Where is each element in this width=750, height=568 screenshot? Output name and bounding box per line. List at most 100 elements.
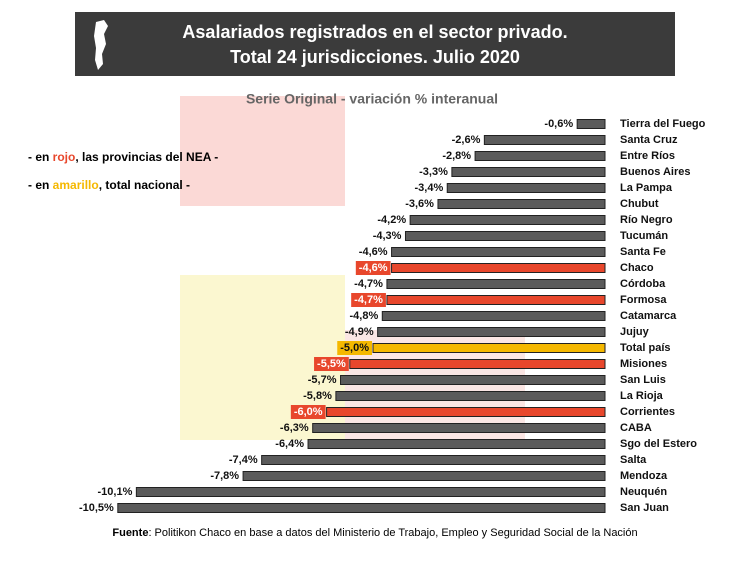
category-label: Tucumán bbox=[620, 230, 668, 242]
value-label-box bbox=[355, 261, 391, 275]
bar bbox=[242, 471, 606, 481]
note: - en amarillo, total nacional - bbox=[28, 178, 190, 192]
category-label: Entre Ríos bbox=[620, 150, 675, 162]
category-label: Buenos Aires bbox=[620, 166, 691, 178]
value-label-group: -0,6% bbox=[544, 118, 573, 130]
category-label: Río Negro bbox=[620, 214, 673, 226]
value-label-group: -6,0% bbox=[290, 405, 326, 419]
value-label: -5,8% bbox=[303, 390, 332, 402]
note-part: - en bbox=[28, 178, 53, 192]
value-label: -7,4% bbox=[229, 454, 258, 466]
category-label: Salta bbox=[620, 454, 647, 466]
value-label: -2,8% bbox=[442, 150, 471, 162]
value-label-group: -5,7% bbox=[308, 374, 337, 386]
source: Fuente: Politikon Chaco en base a datos … bbox=[112, 527, 637, 539]
value-label: -4,2% bbox=[377, 214, 406, 226]
bar bbox=[386, 279, 606, 289]
bar bbox=[307, 439, 606, 449]
bar bbox=[409, 215, 606, 225]
value-label-group: -5,5% bbox=[314, 357, 349, 371]
notes: - en rojo, las provincias del NEA -- en … bbox=[28, 150, 218, 192]
chart-title: Asalariados registrados en el sector pri… bbox=[182, 22, 567, 42]
plot: Tierra del Fuego -0,6% Santa Cruz -2,6% Entr… bbox=[79, 118, 706, 514]
value-label-group: -10,5% bbox=[79, 502, 114, 514]
bar bbox=[261, 455, 606, 465]
bar bbox=[386, 295, 606, 305]
bar bbox=[391, 263, 606, 273]
bar bbox=[391, 247, 606, 257]
value-label-group: -4,6% bbox=[355, 261, 391, 275]
value-label: -3,6% bbox=[405, 198, 434, 210]
value-label-group: -7,8% bbox=[210, 470, 239, 482]
bar bbox=[377, 327, 606, 337]
watermark bbox=[180, 96, 345, 206]
value-label: -0,6% bbox=[544, 118, 573, 130]
value-label: -5,0% bbox=[340, 342, 369, 354]
subtitle: Serie Original - variación % interanual bbox=[246, 91, 498, 107]
bar bbox=[312, 423, 606, 433]
category-label: Total país bbox=[620, 342, 671, 354]
note-part: amarillo bbox=[53, 178, 99, 192]
value-label: -6,0% bbox=[294, 406, 323, 418]
value-label-box bbox=[314, 357, 349, 371]
category-label: La Rioja bbox=[620, 390, 664, 402]
value-label-group: -3,4% bbox=[414, 182, 443, 194]
category-label: Misiones bbox=[620, 358, 667, 370]
category-label: Córdoba bbox=[620, 278, 666, 290]
bar bbox=[576, 119, 606, 129]
value-label-group: -2,6% bbox=[452, 134, 481, 146]
category-label: Santa Fe bbox=[620, 246, 666, 258]
category-label: CABA bbox=[620, 422, 652, 434]
value-label-group: -4,3% bbox=[373, 230, 402, 242]
value-label: -2,6% bbox=[452, 134, 481, 146]
value-label-box bbox=[290, 405, 326, 419]
value-label: -5,7% bbox=[308, 374, 337, 386]
value-label-group: -4,2% bbox=[377, 214, 406, 226]
category-label: Formosa bbox=[620, 294, 667, 306]
value-label: -4,8% bbox=[350, 310, 379, 322]
bar bbox=[340, 375, 606, 385]
value-label-group: -4,6% bbox=[359, 246, 388, 258]
value-label: -3,4% bbox=[414, 182, 443, 194]
category-label: Catamarca bbox=[620, 310, 677, 322]
value-label: -4,9% bbox=[345, 326, 374, 338]
category-label: San Juan bbox=[620, 502, 669, 514]
bar bbox=[335, 391, 606, 401]
category-label: Corrientes bbox=[620, 406, 675, 418]
value-label: -7,8% bbox=[210, 470, 239, 482]
value-label-box bbox=[351, 293, 386, 307]
value-label-group: -10,1% bbox=[98, 486, 133, 498]
header bbox=[75, 12, 675, 76]
value-label-group: -4,8% bbox=[350, 310, 379, 322]
bar bbox=[474, 151, 606, 161]
bar bbox=[404, 231, 606, 241]
value-label: -5,5% bbox=[317, 358, 346, 370]
note-part: , las provincias del NEA - bbox=[75, 150, 218, 164]
bar bbox=[446, 183, 606, 193]
category-label: Sgo del Estero bbox=[620, 438, 697, 450]
bar bbox=[117, 503, 606, 513]
value-label-group: -6,3% bbox=[280, 422, 309, 434]
value-label: -6,3% bbox=[280, 422, 309, 434]
category-label: Jujuy bbox=[620, 326, 650, 338]
category-label: San Luis bbox=[620, 374, 666, 386]
value-label-group: -3,6% bbox=[405, 198, 434, 210]
source-label: Fuente bbox=[112, 527, 148, 539]
source-text: : Politikon Chaco en base a datos del Mi… bbox=[148, 527, 637, 539]
value-label: -4,6% bbox=[359, 246, 388, 258]
value-label: -4,3% bbox=[373, 230, 402, 242]
bar bbox=[381, 311, 606, 321]
value-label: -3,3% bbox=[419, 166, 448, 178]
category-label: Neuquén bbox=[620, 486, 667, 498]
bar bbox=[135, 487, 606, 497]
bar bbox=[349, 359, 606, 369]
bar bbox=[326, 407, 606, 417]
value-label-box bbox=[337, 341, 372, 355]
value-label: -6,4% bbox=[275, 438, 304, 450]
value-label: -4,7% bbox=[354, 294, 383, 306]
value-label-group: -6,4% bbox=[275, 438, 304, 450]
bar bbox=[483, 135, 606, 145]
category-label: Chubut bbox=[620, 198, 659, 210]
